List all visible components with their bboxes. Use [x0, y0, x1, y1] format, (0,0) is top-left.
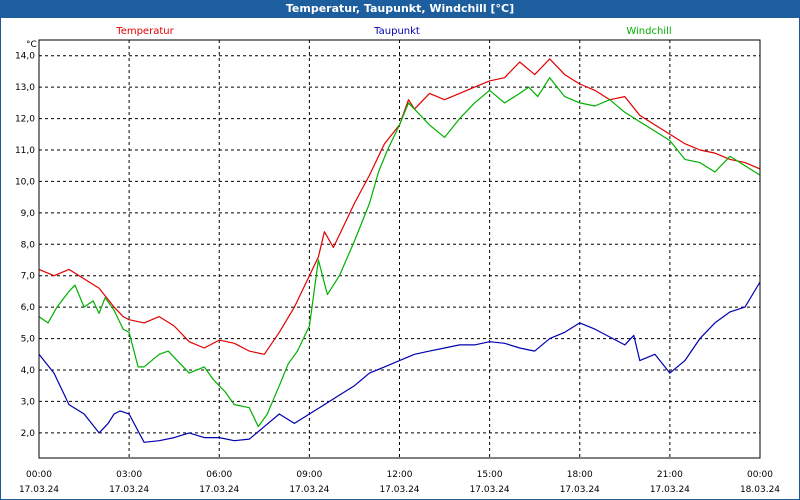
x-tick-date: 17.03.24 [560, 485, 600, 495]
y-tick-label: 10,0 [15, 177, 35, 187]
series-line-temperatur [38, 58, 761, 355]
y-tick-label: 8,0 [21, 240, 36, 250]
y-axis-unit-label: °C [26, 40, 37, 50]
x-tick-date: 17.03.24 [19, 485, 59, 495]
x-tick-time: 00:00 [26, 470, 52, 480]
y-tick-label: 13,0 [15, 83, 35, 93]
y-tick-label: 2,0 [21, 429, 36, 439]
x-tick-date: 18.03.24 [740, 485, 780, 495]
legend-taupunkt: Taupunkt [373, 26, 420, 37]
y-tick-label: 11,0 [15, 146, 35, 156]
legend-windchill: Windchill [626, 26, 671, 37]
x-tick-date: 17.03.24 [199, 485, 239, 495]
x-tick-time: 09:00 [296, 470, 322, 480]
x-tick-date: 17.03.24 [379, 485, 419, 495]
y-tick-label: 6,0 [21, 303, 36, 313]
legend-temperatur: Temperatur [115, 26, 174, 37]
y-tick-label: 14,0 [15, 52, 35, 62]
x-tick-time: 06:00 [206, 470, 232, 480]
x-tick-time: 15:00 [477, 470, 503, 480]
y-tick-label: 12,0 [15, 115, 35, 125]
x-tick-time: 12:00 [387, 470, 413, 480]
series-line-windchill [38, 77, 761, 428]
y-tick-label: 5,0 [21, 335, 36, 345]
x-tick-time: 21:00 [657, 470, 683, 480]
x-tick-date: 17.03.24 [470, 485, 510, 495]
y-tick-label: 4,0 [21, 366, 36, 376]
series-line-taupunkt [38, 281, 761, 443]
x-tick-date: 17.03.24 [109, 485, 149, 495]
x-tick-date: 17.03.24 [289, 485, 329, 495]
chart-title: Temperatur, Taupunkt, Windchill [°C] [0, 0, 800, 18]
plot-area-border [38, 39, 761, 459]
y-tick-label: 9,0 [21, 209, 36, 219]
x-tick-time: 18:00 [567, 470, 593, 480]
y-tick-label: 7,0 [21, 272, 36, 282]
x-tick-time: 03:00 [116, 470, 142, 480]
x-tick-date: 17.03.24 [650, 485, 690, 495]
y-tick-label: 3,0 [21, 397, 36, 407]
x-tick-time: 00:00 [747, 470, 773, 480]
